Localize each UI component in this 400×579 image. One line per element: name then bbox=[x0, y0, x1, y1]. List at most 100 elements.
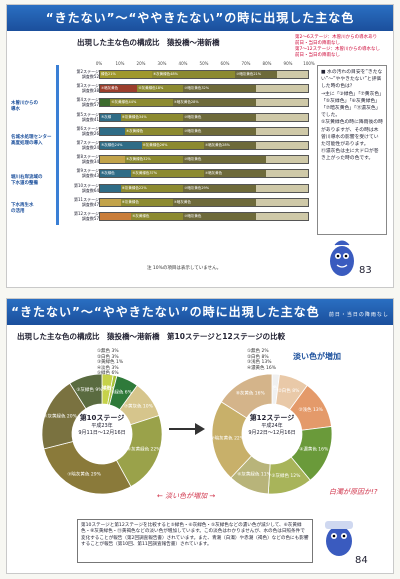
right-period: 9月22日〜12月16日 bbox=[248, 430, 296, 436]
bar-segment bbox=[255, 113, 308, 121]
bar-segment bbox=[255, 127, 308, 135]
bar-segment: ⑦暗灰黄色 bbox=[183, 127, 256, 135]
axis-tick: 100% bbox=[303, 61, 315, 66]
bar-segment: ⑦暗灰黄色 bbox=[100, 85, 138, 93]
slice-callout: ④濃黄色 16% bbox=[247, 365, 276, 371]
stacked-bar: ⑤灰緑色 ⑥灰黄緑色37% ⑦暗灰黄色 bbox=[99, 169, 309, 179]
bar-segment: ⑥灰黄緑色 bbox=[131, 212, 184, 220]
stacked-bar: ⑦暗灰黄色 ⑥灰黄緑色18% ⑦暗灰黄色32% bbox=[99, 84, 309, 94]
bar-segment bbox=[255, 184, 308, 192]
comment-text: 第10ステージと第12ステージを比較すると⑤緑色・⑥灰緑色・⑤灰緑色などの濃い色… bbox=[81, 523, 309, 548]
handwritten-note-mid: ← 淡い色が増加 → bbox=[157, 492, 216, 500]
bar-segment: ⑥灰黄緑色44% bbox=[110, 99, 173, 107]
explanation-box: ■ 水の汚れの目安を“きたない”〜“ややきたない”と評価した時の色は？ →主に「… bbox=[317, 65, 387, 235]
bar-segment: ⑥灰黄緑色34% bbox=[120, 113, 184, 121]
bar-segment bbox=[255, 198, 308, 206]
slice-callout: ②白色 3% bbox=[97, 354, 119, 360]
bar-segment bbox=[255, 99, 308, 107]
donut-slice-label: ⑤灰緑色 12% bbox=[271, 472, 301, 479]
axis-tick: 60% bbox=[220, 61, 230, 66]
donut-slice-label: ⑤灰黄緑色 20% bbox=[43, 412, 77, 419]
bar-segment: ⑥灰黄緑色 bbox=[124, 127, 184, 135]
bar-row: 第11ステージ 調査数47 ⑥灰黄緑色 ⑦暗灰黄色 bbox=[67, 196, 312, 210]
bar-segment: ⑦暗灰黄色28% bbox=[203, 141, 256, 149]
left-period: 9月11日〜12月16日 bbox=[78, 430, 126, 436]
bar-segment: ⑦暗灰黄色 bbox=[183, 156, 267, 164]
donut-slice-label: ③浅色 13% bbox=[298, 406, 323, 413]
stacked-bar: ⑥灰黄緑色 ⑦暗灰黄色 bbox=[99, 211, 309, 221]
bar-segment: ⑤灰緑 bbox=[100, 113, 121, 121]
bar-row: 第8ステージ 調査数34 ⑥灰黄緑色32% ⑦暗灰黄色 bbox=[67, 153, 312, 167]
bar-segment bbox=[100, 127, 125, 135]
axis-tick: 30% bbox=[157, 61, 167, 66]
bar-label: 第4ステージ 調査数57 bbox=[76, 97, 99, 108]
left-center-label: 第10ステージ 平成23年 9月11日〜12月16日 bbox=[75, 415, 129, 437]
bar-label: 第7ステージ 調査数24 bbox=[76, 139, 99, 150]
donut-chart-right: ①無色 2%②白色 8% ③浅色 13% ④濃黄色 16% ⑤灰緑色 12%⑥灰黄緑色… bbox=[211, 373, 333, 495]
slice-callout: ⑤緑色 6% bbox=[97, 371, 119, 376]
donut-slice-label: ⑥灰黄緑色 22% bbox=[127, 446, 161, 453]
handwritten-note-right: 白濁が原因か!? bbox=[329, 488, 378, 496]
donut-slice-label: ⑥灰黄緑色 11% bbox=[237, 470, 271, 477]
timeline-item: 堀川右岸流域の 下水道の整備 bbox=[11, 175, 43, 186]
stacked-bar: ⑤灰緑 ⑥灰黄緑色34% ⑦暗灰黄色 bbox=[99, 112, 309, 122]
axis-tick: 50% bbox=[199, 61, 209, 66]
bar-row: 第2ステージ 調査数52 緑色21% ⑥灰黄緑色48% ⑦暗灰黄色21% bbox=[67, 68, 312, 82]
donut-slice bbox=[220, 373, 273, 419]
stacked-bar: ⑥灰黄緑色 ⑦暗灰黄色 bbox=[99, 197, 309, 207]
right-top-labels: ①無色 2% ②白色 8% ③浅色 13% ④濃黄色 16% bbox=[247, 349, 307, 371]
bar-segment: ⑦暗灰黄色21% bbox=[235, 71, 277, 78]
stacked-bar: ⑤灰緑色24% ⑥灰黄緑色26% ⑦暗灰黄色28% bbox=[99, 140, 309, 150]
bar-row: 第4ステージ 調査数57 ⑥灰黄緑色44% ⑦暗灰黄色28% bbox=[67, 96, 312, 110]
chart-subtitle: 出現した主な色の構成比 猿投橋〜港新橋 第10ステージと12ステージの比較 bbox=[17, 332, 286, 341]
chart-subtitle: 出現した主な色の構成比 猿投橋〜港新橋 bbox=[77, 38, 220, 47]
stacked-bar: ⑥灰黄緑色22% ⑦暗灰黄色29% bbox=[99, 183, 309, 193]
axis-tick: 20% bbox=[136, 61, 146, 66]
stacked-bar: ⑥灰黄緑色32% ⑦暗灰黄色 bbox=[99, 155, 309, 165]
bar-segment bbox=[100, 212, 132, 220]
bar-label: 第10ステージ 調査数64 bbox=[73, 182, 99, 193]
bar-segment bbox=[100, 156, 125, 164]
axis-tick: 70% bbox=[241, 61, 251, 66]
bar-segment bbox=[100, 198, 121, 206]
page-84: “きたない”〜“ややきたない”の時に出現した主な色 前日・当日の降雨なし 出現し… bbox=[6, 298, 394, 574]
footnote: 注 10%の項目は表示していません。 bbox=[147, 266, 222, 271]
slice-callout: ④淡色 3% bbox=[97, 365, 119, 371]
bar-segment: ⑥灰黄緑色26% bbox=[141, 141, 204, 149]
timeline-item: 木曽川からの 導水 bbox=[11, 101, 38, 112]
bar-label: 第11ステージ 調査数47 bbox=[73, 196, 99, 207]
bar-segment bbox=[266, 170, 308, 178]
axis-tick: 10% bbox=[115, 61, 125, 66]
bar-segment: ⑥灰黄緑色 bbox=[120, 198, 173, 206]
bar-label: 第2ステージ 調査数52 bbox=[76, 69, 99, 79]
comment-box: 第10ステージと第12ステージを比較すると⑤緑色・⑥灰緑色・⑤灰緑色などの濃い色… bbox=[77, 519, 313, 563]
bar-label: 第12ステージ 調査数57 bbox=[73, 210, 99, 221]
title-note: 前日・当日の降雨なし bbox=[328, 312, 389, 318]
bar-label: 第9ステージ 調査数43 bbox=[76, 168, 99, 179]
stacked-bar: ⑥灰黄緑色 ⑦暗灰黄色 bbox=[99, 126, 309, 136]
bar-row: 第9ステージ 調査数43 ⑤灰緑色 ⑥灰黄緑色37% ⑦暗灰黄色 bbox=[67, 167, 312, 181]
bar-label: 第5ステージ 調査数41 bbox=[76, 111, 99, 122]
bar-row: 第10ステージ 調査数64 ⑥灰黄緑色22% ⑦暗灰黄色29% bbox=[67, 182, 312, 196]
bar-row: 第5ステージ 調査数41 ⑤灰緑 ⑥灰黄緑色34% ⑦暗灰黄色 bbox=[67, 111, 312, 125]
slice-callout: ③黄緑色 1% bbox=[97, 360, 124, 365]
slice-callout: ②白色 8% bbox=[247, 354, 269, 360]
mascot-icon bbox=[325, 521, 353, 556]
page-number: 83 bbox=[359, 265, 372, 276]
right-stage: 第12ステージ bbox=[249, 414, 295, 422]
bar-segment: ⑤灰緑色24% bbox=[100, 141, 142, 149]
axis-tick: 80% bbox=[262, 61, 272, 66]
bar-segment: ⑥灰黄緑色18% bbox=[137, 85, 184, 93]
right-era: 平成24年 bbox=[261, 423, 283, 429]
timeline-item: 下水再生水 の活用 bbox=[11, 203, 34, 214]
left-stage: 第10ステージ bbox=[79, 414, 125, 422]
stacked-bar: ⑥灰黄緑色44% ⑦暗灰黄色28% bbox=[99, 98, 309, 108]
bar-segment: ⑥灰黄緑色37% bbox=[131, 170, 204, 178]
bar-segment bbox=[276, 71, 308, 78]
timeline-item: 名城水処理センター 高度処理の導入 bbox=[11, 135, 52, 146]
bar-segment: ⑦暗灰黄色28% bbox=[172, 99, 256, 107]
donut-slice-label: ⑦黄灰色 10% bbox=[124, 403, 154, 410]
axis-tick: 0% bbox=[95, 61, 103, 66]
bar-segment bbox=[100, 184, 121, 192]
bar-segment: ⑦暗灰黄色29% bbox=[183, 184, 256, 192]
